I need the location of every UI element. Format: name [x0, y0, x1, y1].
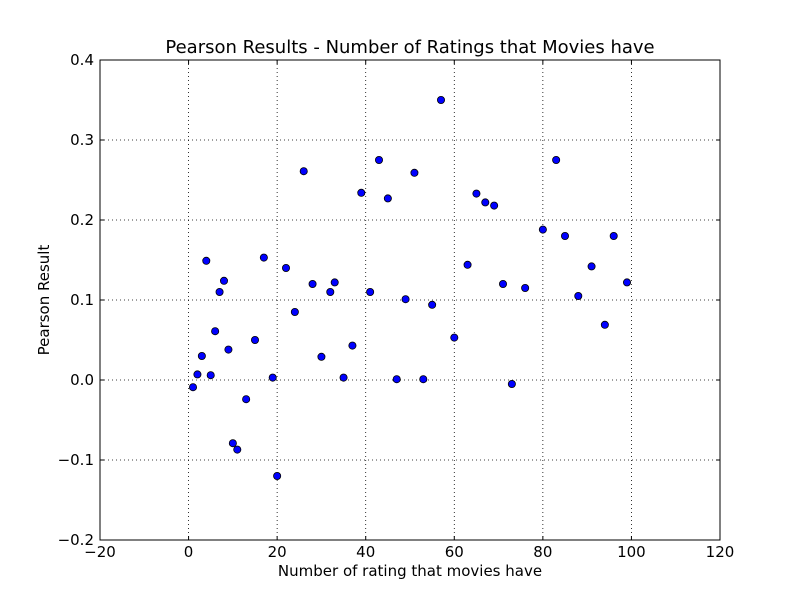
y-tick-label: −0.1 [58, 451, 94, 469]
data-point [211, 327, 220, 336]
data-point [401, 295, 410, 304]
data-point [202, 256, 211, 265]
x-tick-labels: −20 0 20 40 60 80 100 120 [84, 543, 734, 561]
data-point [521, 283, 530, 292]
data-point [623, 278, 632, 287]
data-point [428, 300, 437, 309]
data-point [561, 231, 570, 240]
data-point [472, 189, 481, 198]
data-point [339, 373, 348, 382]
data-point [392, 375, 401, 384]
data-point [281, 263, 290, 272]
data-point [481, 198, 490, 207]
data-point [299, 167, 308, 176]
data-point [574, 291, 583, 300]
data-point [215, 287, 224, 296]
data-point [609, 231, 618, 240]
data-point [357, 188, 366, 197]
data-point [188, 383, 197, 392]
data-point [419, 375, 428, 384]
x-tick-label: 20 [268, 543, 287, 561]
data-point [507, 379, 516, 388]
x-tick-label: 40 [356, 543, 375, 561]
data-point [374, 155, 383, 164]
x-tick-label: 80 [533, 543, 552, 561]
data-points [188, 96, 632, 480]
data-point [463, 260, 472, 269]
data-point [348, 341, 357, 350]
x-tick-label: 60 [445, 543, 464, 561]
x-tick-label: 100 [617, 543, 646, 561]
y-tick-label: 0.3 [70, 131, 94, 149]
x-axis-label: Number of rating that movies have [278, 562, 542, 580]
plot-frame [99, 59, 721, 541]
data-point [410, 168, 419, 177]
data-point [193, 370, 202, 379]
data-point [224, 345, 233, 354]
y-tick-labels: −0.2 −0.1 0.0 0.1 0.2 0.3 0.4 [58, 51, 94, 549]
y-tick-label: 0.2 [70, 211, 94, 229]
data-point [259, 253, 268, 262]
data-point [197, 351, 206, 360]
data-point [330, 278, 339, 287]
data-point [600, 320, 609, 329]
data-point [242, 395, 251, 404]
data-point [219, 276, 228, 285]
grid-lines [100, 60, 720, 540]
data-point [228, 439, 237, 448]
data-point [326, 287, 335, 296]
data-point [308, 279, 317, 288]
data-point [268, 373, 277, 382]
data-point [538, 225, 547, 234]
data-point [206, 371, 215, 380]
x-tick-label: −20 [84, 543, 116, 561]
x-tick-label: 0 [184, 543, 194, 561]
data-point [498, 279, 507, 288]
data-point [366, 287, 375, 296]
y-tick-label: −0.2 [58, 531, 94, 549]
data-point [383, 194, 392, 203]
data-point [552, 155, 561, 164]
data-point [450, 333, 459, 342]
data-point [317, 352, 326, 361]
x-tick-label: 120 [706, 543, 735, 561]
data-point [587, 262, 596, 271]
y-tick-label: 0.4 [70, 51, 94, 69]
chart-title: Pearson Results - Number of Ratings that… [165, 37, 654, 58]
data-point [290, 307, 299, 316]
y-axis-label: Pearson Result [35, 245, 53, 356]
y-tick-label: 0.1 [70, 291, 94, 309]
data-point [250, 335, 259, 344]
data-point [233, 445, 242, 454]
data-point [436, 96, 445, 105]
y-tick-label: 0.0 [70, 371, 94, 389]
data-point [273, 471, 282, 480]
data-point [490, 201, 499, 210]
